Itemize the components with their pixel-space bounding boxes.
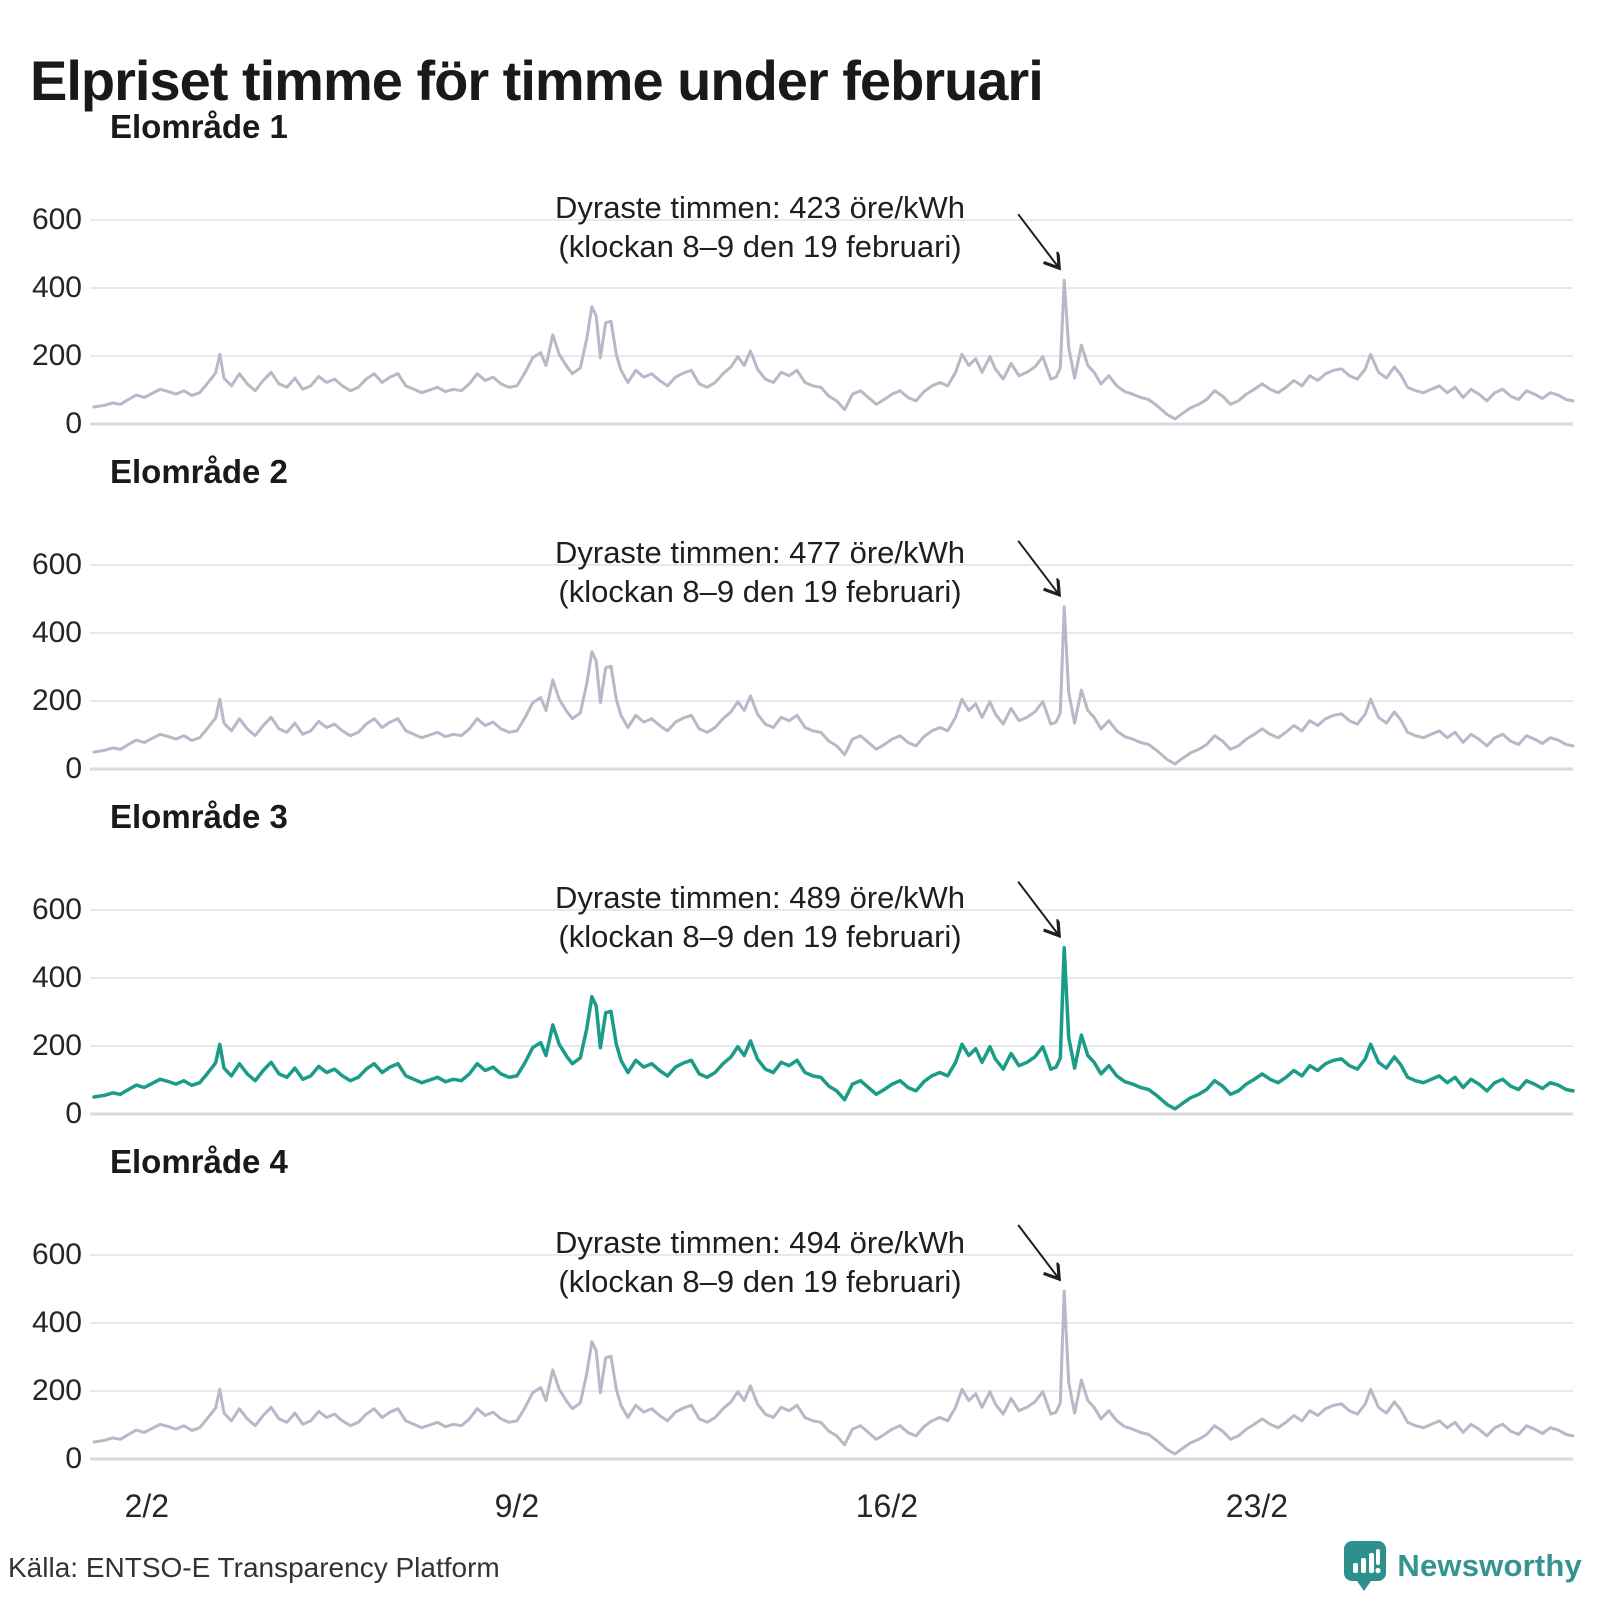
price-line [92, 1289, 1575, 1456]
line-chart-elomrade-1 [90, 213, 1575, 426]
peak-annotation: Dyraste timmen: 477 öre/kWh (klockan 8–9… [420, 533, 1100, 611]
peak-annotation-line2: (klockan 8–9 den 19 februari) [558, 1264, 962, 1299]
y-axis-label: 400 [31, 271, 82, 304]
annotation-arrow [1017, 1224, 1059, 1279]
y-axis-label: 0 [65, 752, 82, 785]
peak-annotation: Dyraste timmen: 494 öre/kWh (klockan 8–9… [420, 1223, 1100, 1301]
panel-elomrade-2: Elområde 2 600 400 200 0 Dyraste timmen: 47… [0, 445, 1600, 790]
x-axis-label: 16/2 [855, 1488, 919, 1524]
y-axis-label: 200 [31, 339, 82, 372]
x-axis-labels: 2/2 9/2 16/2 23/2 [0, 1480, 1600, 1530]
peak-annotation-line1: Dyraste timmen: 423 öre/kWh [554, 190, 966, 225]
newsworthy-logo-text: Newsworthy [1397, 1548, 1582, 1583]
y-axis-label: 600 [31, 1238, 82, 1271]
price-line [92, 278, 1575, 421]
x-axis-label: 2/2 [124, 1488, 170, 1524]
price-line [92, 605, 1575, 766]
x-axis-label: 9/2 [494, 1488, 540, 1524]
newsworthy-bubble-icon [1344, 1541, 1387, 1591]
peak-annotation-line2: (klockan 8–9 den 19 februari) [558, 919, 962, 954]
source-note: Källa: ENTSO-E Transparency Platform [8, 1552, 500, 1583]
peak-annotation-line2: (klockan 8–9 den 19 februari) [558, 574, 962, 609]
panel-title: Elområde 2 [110, 453, 288, 490]
y-axis-label: 600 [31, 548, 82, 581]
y-axis-label: 400 [31, 616, 82, 649]
page-title: Elpriset timme för timme under februari [30, 48, 1044, 112]
y-axis-label: 200 [31, 1374, 82, 1407]
y-axis-label: 600 [31, 203, 82, 236]
y-axis-label: 200 [31, 684, 82, 717]
annotation-arrow [1017, 881, 1059, 936]
panel-elomrade-1: Elområde 1 600 400 200 0 Dyraste timmen: 42… [0, 100, 1600, 445]
line-chart-elomrade-3 [90, 881, 1575, 1116]
peak-annotation-line1: Dyraste timmen: 477 öre/kWh [554, 535, 966, 570]
peak-annotation: Dyraste timmen: 423 öre/kWh (klockan 8–9… [420, 188, 1100, 266]
annotation-arrow [1017, 213, 1059, 268]
y-axis-label: 0 [65, 1442, 82, 1475]
y-axis-label: 0 [65, 407, 82, 440]
price-line [92, 945, 1575, 1111]
panel-elomrade-4: Elområde 4 600 400 200 0 Dyraste timmen: 49… [0, 1135, 1600, 1480]
line-chart-elomrade-2 [90, 540, 1575, 771]
y-axis-label: 400 [31, 961, 82, 994]
peak-annotation-line1: Dyraste timmen: 494 öre/kWh [554, 1225, 966, 1260]
peak-annotation: Dyraste timmen: 489 öre/kWh (klockan 8–9… [420, 878, 1100, 956]
annotation-arrow [1017, 540, 1059, 595]
panel-title: Elområde 1 [110, 108, 288, 145]
peak-annotation-line1: Dyraste timmen: 489 öre/kWh [554, 880, 966, 915]
y-axis-label: 400 [31, 1306, 82, 1339]
line-chart-elomrade-4 [90, 1224, 1575, 1461]
x-axis-label: 23/2 [1225, 1488, 1289, 1524]
y-axis-label: 200 [31, 1029, 82, 1062]
newsworthy-logo: Newsworthy [1343, 1540, 1582, 1592]
y-axis-label: 0 [65, 1097, 82, 1130]
panel-title: Elområde 4 [110, 1143, 288, 1180]
panel-elomrade-3: Elområde 3 600 400 200 0 Dyraste timmen: 48… [0, 790, 1600, 1135]
panel-title: Elområde 3 [110, 798, 288, 835]
y-axis-label: 600 [31, 893, 82, 926]
peak-annotation-line2: (klockan 8–9 den 19 februari) [558, 229, 962, 264]
